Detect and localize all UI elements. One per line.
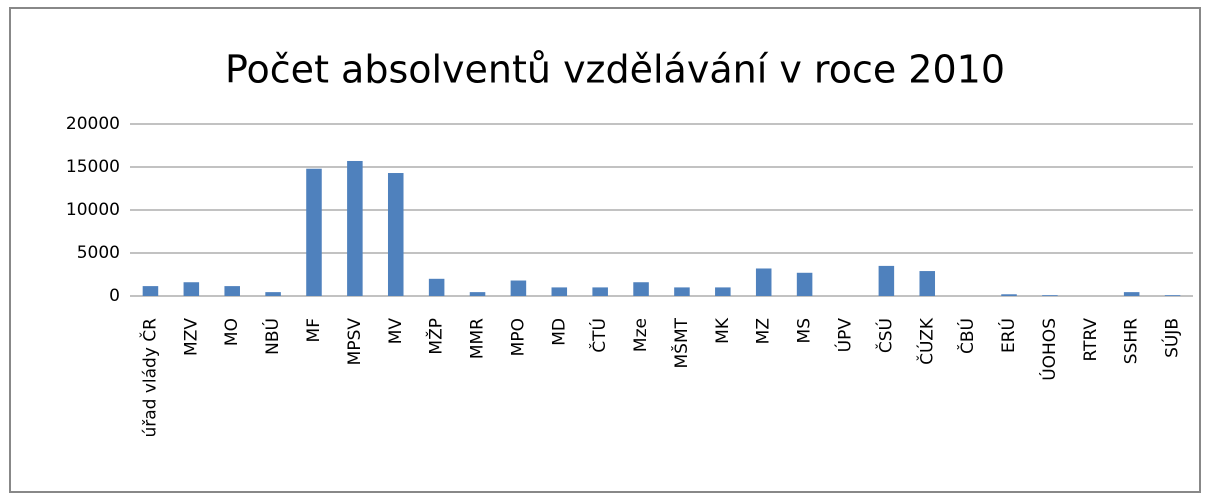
x-tick-label: NBÚ bbox=[261, 318, 283, 355]
bar bbox=[306, 168, 322, 296]
bar bbox=[265, 292, 281, 296]
bar bbox=[428, 278, 445, 296]
bar bbox=[387, 173, 404, 296]
x-tick-label: SSHR bbox=[1122, 318, 1142, 364]
x-tick-label: MŽP bbox=[425, 318, 447, 355]
x-tick-label: MZ bbox=[754, 318, 774, 344]
x-tick-label: ERÚ bbox=[997, 318, 1019, 353]
bar bbox=[510, 280, 527, 296]
bar bbox=[1001, 294, 1017, 296]
bar bbox=[878, 265, 895, 296]
x-tick-label: SÚJB bbox=[1161, 318, 1183, 358]
y-tick-label: 0 bbox=[109, 286, 120, 306]
x-tick-label: ÚOHOS bbox=[1038, 318, 1060, 381]
x-tick-label: Mze bbox=[631, 318, 651, 352]
x-tick-label: ČSÚ bbox=[874, 318, 896, 353]
x-tick-label: ČBÚ bbox=[956, 318, 978, 354]
bar bbox=[919, 271, 936, 296]
y-tick-label: 5000 bbox=[77, 243, 120, 263]
x-tick-label: úřad vlády ČR bbox=[138, 318, 160, 438]
bar bbox=[551, 287, 568, 296]
x-tick-label: ÚPV bbox=[833, 318, 855, 353]
bar bbox=[633, 282, 649, 296]
bar bbox=[592, 287, 608, 296]
bar bbox=[755, 268, 772, 296]
y-tick-label: 20000 bbox=[66, 114, 120, 134]
x-tick-label: MV bbox=[386, 318, 406, 345]
x-tick-label: ČÚZK bbox=[915, 317, 937, 365]
x-tick-label: MPSV bbox=[345, 318, 365, 366]
x-tick-label: MK bbox=[713, 317, 733, 344]
x-tick-label: MPO bbox=[508, 318, 528, 356]
bar bbox=[1042, 295, 1058, 296]
bar bbox=[347, 160, 363, 296]
bar bbox=[1123, 292, 1140, 296]
bar bbox=[142, 286, 159, 296]
bar bbox=[674, 287, 690, 296]
bar bbox=[183, 282, 200, 296]
x-tick-label: MS bbox=[795, 318, 815, 343]
x-tick-label: MMR bbox=[468, 318, 488, 359]
chart-title: Počet absolventů vzdělávání v roce 2010 bbox=[225, 48, 1005, 92]
x-tick-label: MZV bbox=[181, 318, 201, 356]
bar bbox=[224, 286, 240, 296]
x-tick-label: ČTÚ bbox=[588, 318, 610, 353]
y-tick-label: 10000 bbox=[66, 200, 120, 220]
x-tick-label: RTRV bbox=[1081, 318, 1101, 362]
bar bbox=[715, 287, 731, 296]
x-tick-label: MŠMT bbox=[670, 317, 692, 368]
bar bbox=[796, 272, 813, 296]
x-tick-label: MF bbox=[304, 318, 324, 342]
bar bbox=[469, 292, 486, 296]
chart-frame bbox=[9, 7, 1201, 493]
bar bbox=[1164, 295, 1181, 296]
x-tick-label: MO bbox=[222, 318, 242, 346]
x-tick-label: MD bbox=[549, 318, 569, 346]
y-tick-label: 15000 bbox=[66, 157, 120, 177]
